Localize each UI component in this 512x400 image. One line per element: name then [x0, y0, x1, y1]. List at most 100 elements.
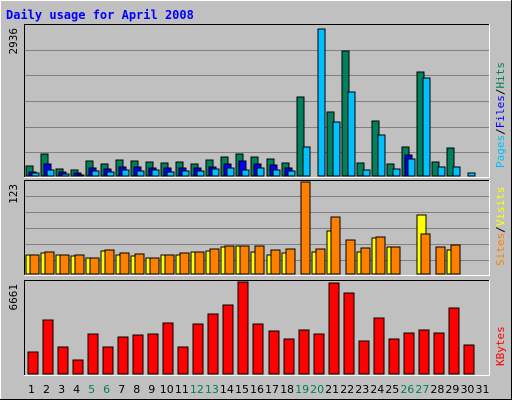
bar-kbytes-day-26 [403, 332, 415, 375]
bar-sites-day-5 [89, 257, 100, 275]
bar-sites-day-1 [29, 254, 40, 275]
y-max-label-kbytes: 6661 [7, 284, 20, 311]
x-tick-label: 31 [475, 383, 489, 396]
bar-kbytes-day-28 [433, 332, 445, 375]
bar-sites-day-8 [134, 253, 145, 275]
bar-pages-day-14 [226, 167, 235, 177]
bar-sites-day-6 [104, 249, 115, 275]
legend-entry-kbytes: KBytes [494, 326, 507, 366]
x-tick-label: 19 [295, 383, 309, 396]
x-tick-label: 16 [250, 383, 264, 396]
bar-pages-day-18 [287, 170, 296, 177]
legend-entry-visits: Visits [494, 187, 507, 227]
bar-sites-day-11 [179, 252, 190, 275]
bar-sites-day-9 [149, 257, 160, 275]
bar-kbytes-day-14 [222, 304, 234, 375]
bar-kbytes-day-9 [147, 333, 159, 375]
bar-kbytes-day-5 [87, 333, 99, 375]
bar-sites-day-22 [345, 239, 356, 275]
bar-pages-day-19 [302, 146, 311, 177]
x-tick-label: 11 [175, 383, 189, 396]
bar-sites-day-27 [420, 233, 431, 275]
bar-kbytes-day-11 [177, 346, 189, 375]
bar-sites-day-19 [300, 181, 311, 275]
bar-kbytes-day-10 [162, 322, 174, 375]
x-tick-label: 5 [88, 383, 95, 396]
bar-sites-day-18 [285, 248, 296, 275]
x-tick-label: 1 [28, 383, 35, 396]
bar-kbytes-day-24 [373, 317, 385, 375]
bar-kbytes-day-18 [283, 338, 295, 375]
bar-kbytes-day-7 [117, 336, 129, 375]
bar-pages-day-27 [422, 77, 431, 177]
bar-pages-day-9 [151, 169, 160, 177]
bar-pages-day-30 [467, 172, 476, 177]
bar-pages-day-11 [181, 170, 190, 177]
bar-pages-day-13 [211, 168, 220, 177]
legend-entry-sites: Sites [494, 233, 507, 266]
x-tick-label: 7 [118, 383, 125, 396]
bar-sites-day-20 [315, 248, 326, 275]
bar-kbytes-day-30 [463, 344, 475, 375]
bar-sites-day-29 [450, 244, 461, 275]
bar-pages-day-26 [407, 158, 416, 177]
x-tick-label: 29 [445, 383, 459, 396]
bar-kbytes-day-12 [192, 323, 204, 375]
bar-pages-day-7 [121, 169, 130, 177]
legend-entry-hits: Hits [494, 62, 507, 89]
legend-entry-pages: Pages [494, 135, 507, 168]
bar-pages-day-21 [332, 121, 341, 177]
x-tick-label: 14 [220, 383, 234, 396]
x-tick-label: 30 [460, 383, 474, 396]
bar-sites-day-7 [119, 252, 130, 275]
legend-separator: / [494, 226, 507, 233]
bar-sites-day-10 [164, 254, 175, 275]
bar-pages-day-4 [76, 174, 85, 177]
bar-pages-day-3 [61, 173, 70, 177]
bar-sites-day-3 [59, 254, 70, 275]
x-tick-label: 18 [280, 383, 294, 396]
bar-kbytes-day-25 [388, 338, 400, 375]
bar-pages-day-10 [166, 171, 175, 177]
bar-kbytes-day-2 [42, 319, 54, 375]
x-tick-label: 28 [430, 383, 444, 396]
bar-pages-day-8 [136, 170, 145, 177]
bar-kbytes-day-4 [72, 359, 84, 375]
bar-kbytes-day-8 [132, 334, 144, 375]
bar-sites-day-23 [360, 247, 371, 275]
x-tick-label: 12 [190, 383, 204, 396]
bar-sites-day-16 [254, 245, 265, 275]
x-tick-label: 21 [325, 383, 339, 396]
bar-pages-day-6 [106, 171, 115, 177]
bar-kbytes-day-23 [358, 340, 370, 375]
bar-kbytes-day-22 [343, 292, 355, 375]
chart-title: Daily usage for April 2008 [6, 8, 194, 22]
bar-kbytes-day-17 [268, 330, 280, 375]
x-tick-label: 13 [205, 383, 219, 396]
x-tick-label: 9 [148, 383, 155, 396]
bar-pages-day-17 [272, 169, 281, 177]
bar-pages-day-22 [347, 91, 356, 177]
legend-visits_sites: Sites/Visits [494, 187, 507, 267]
bar-sites-day-28 [435, 246, 446, 275]
bar-sites-day-15 [239, 245, 250, 275]
bar-pages-day-12 [196, 170, 205, 177]
x-tick-label: 4 [73, 383, 80, 396]
bar-sites-day-24 [375, 236, 386, 275]
legend-separator: / [494, 89, 507, 96]
bar-pages-day-29 [452, 166, 461, 177]
x-tick-label: 6 [103, 383, 110, 396]
bar-kbytes-day-15 [237, 281, 249, 375]
bar-pages-day-25 [392, 168, 401, 177]
bar-kbytes-day-6 [102, 346, 114, 375]
bar-sites-day-25 [390, 246, 401, 275]
x-tick-label: 26 [400, 383, 414, 396]
x-tick-label: 3 [58, 383, 65, 396]
x-tick-label: 23 [355, 383, 369, 396]
legend-kbytes: KBytes [494, 326, 507, 366]
x-tick-label: 15 [235, 383, 249, 396]
x-tick-label: 24 [370, 383, 384, 396]
bar-sites-day-12 [194, 251, 205, 275]
bar-kbytes-day-13 [207, 313, 219, 375]
